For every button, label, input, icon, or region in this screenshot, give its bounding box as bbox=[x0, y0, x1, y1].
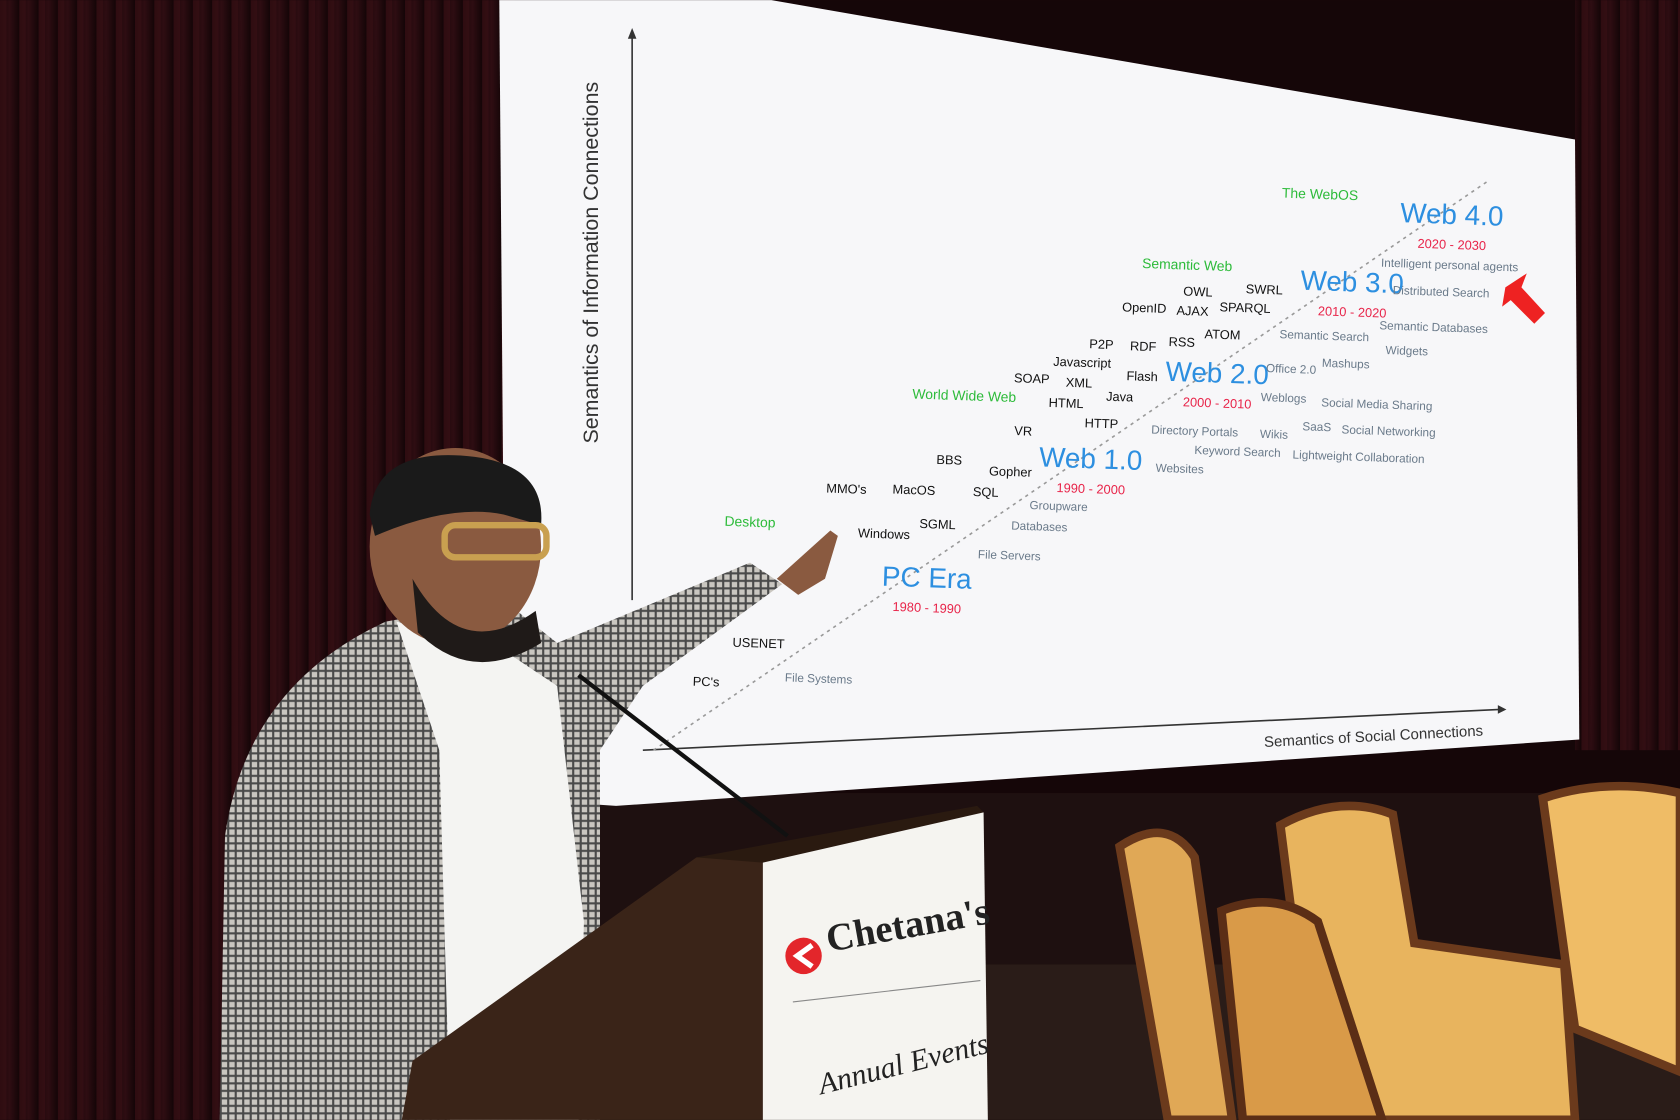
technology-label: P2P bbox=[1089, 336, 1114, 352]
application-label: Groupware bbox=[1029, 499, 1088, 514]
technology-label: Windows bbox=[858, 525, 911, 542]
technology-label: PC's bbox=[692, 674, 719, 690]
era-name: Web 1.0 bbox=[1039, 441, 1143, 476]
application-label: Wikis bbox=[1260, 428, 1289, 442]
arrow-head bbox=[1497, 705, 1507, 714]
technology-label: MMO's bbox=[826, 481, 867, 497]
era-name: Web 4.0 bbox=[1400, 197, 1504, 232]
application-label: Semantic Search bbox=[1279, 328, 1369, 344]
technology-label: OWL bbox=[1183, 284, 1213, 300]
technology-label: SOAP bbox=[1014, 370, 1050, 386]
application-label: Websites bbox=[1155, 462, 1204, 477]
technology-label: XML bbox=[1066, 375, 1093, 391]
application-label: Weblogs bbox=[1261, 391, 1307, 406]
hair bbox=[369, 455, 542, 536]
era-years: 2010 - 2020 bbox=[1318, 303, 1387, 320]
technology-label: ATOM bbox=[1204, 326, 1240, 342]
technology-label: OpenID bbox=[1122, 299, 1167, 316]
application-label: Lightweight Collaboration bbox=[1292, 448, 1424, 466]
glasses bbox=[441, 521, 550, 561]
arrow-head bbox=[627, 28, 637, 39]
technology-label: USENET bbox=[732, 635, 785, 652]
era-name: PC Era bbox=[881, 561, 972, 595]
technology-label: VR bbox=[1014, 423, 1032, 439]
technology-label: Javascript bbox=[1053, 354, 1112, 371]
application-label: Databases bbox=[1011, 519, 1068, 534]
application-label: Directory Portals bbox=[1151, 424, 1238, 440]
application-label: Keyword Search bbox=[1194, 444, 1281, 460]
application-label: Semantic Databases bbox=[1379, 319, 1488, 336]
chair bbox=[1538, 781, 1680, 1077]
technology-label: Gopher bbox=[989, 463, 1033, 480]
technology-label: MacOS bbox=[892, 482, 935, 498]
application-label: Office 2.0 bbox=[1266, 362, 1317, 377]
podium: Chetana's Annual Events bbox=[401, 805, 993, 1120]
slide bbox=[499, 0, 1580, 806]
divider bbox=[792, 980, 981, 1003]
slide-axes bbox=[627, 28, 1545, 751]
slide-content: Semantics of Information Connections Sem… bbox=[579, 82, 1518, 751]
application-label: Intelligent personal agents bbox=[1381, 257, 1519, 275]
technology-label: Flash bbox=[1126, 368, 1158, 384]
technology-label: SQL bbox=[973, 484, 999, 500]
podium-top bbox=[696, 805, 984, 863]
era-years: 1980 - 1990 bbox=[892, 599, 961, 616]
theme-label: The WebOS bbox=[1282, 185, 1359, 204]
era-years: 2020 - 2030 bbox=[1417, 236, 1486, 253]
era-years: 1990 - 2000 bbox=[1056, 480, 1125, 497]
podium-front bbox=[762, 812, 988, 1120]
application-label: Distributed Search bbox=[1392, 284, 1489, 300]
technology-label: Java bbox=[1106, 389, 1134, 405]
technology-label: HTTP bbox=[1084, 415, 1118, 431]
technology-label: RDF bbox=[1130, 338, 1157, 354]
technology-label: BBS bbox=[936, 452, 962, 468]
trend-line bbox=[653, 179, 1490, 751]
theme-label: World Wide Web bbox=[912, 385, 1017, 405]
beard bbox=[412, 578, 542, 663]
microphone bbox=[577, 673, 789, 838]
podium-side bbox=[401, 857, 763, 1120]
technology-label: HTML bbox=[1048, 395, 1083, 411]
application-label: Social Media Sharing bbox=[1321, 396, 1433, 413]
era-years: 2000 - 2010 bbox=[1183, 394, 1252, 411]
application-label: File Systems bbox=[785, 671, 853, 686]
technology-label: RSS bbox=[1168, 334, 1195, 350]
chairs bbox=[1114, 781, 1680, 1120]
brand-logo-mark bbox=[792, 942, 814, 969]
application-label: Widgets bbox=[1385, 344, 1428, 358]
application-label: Social Networking bbox=[1341, 423, 1436, 439]
technology-label: SWRL bbox=[1246, 281, 1284, 297]
era-name: Web 2.0 bbox=[1165, 356, 1269, 391]
application-label: File Servers bbox=[978, 548, 1041, 563]
x-axis bbox=[642, 708, 1501, 751]
technology-label: SPARQL bbox=[1219, 299, 1271, 316]
technology-label: SGML bbox=[919, 516, 956, 532]
hand bbox=[776, 530, 838, 595]
theme-label: Desktop bbox=[724, 513, 776, 531]
chair bbox=[1216, 898, 1387, 1120]
technology-label: AJAX bbox=[1176, 303, 1209, 319]
era-name: Web 3.0 bbox=[1300, 265, 1404, 300]
brand-logo bbox=[785, 937, 822, 975]
chair bbox=[1114, 828, 1237, 1120]
application-label: SaaS bbox=[1302, 420, 1331, 434]
theme-label: Semantic Web bbox=[1142, 255, 1233, 274]
application-label: Mashups bbox=[1322, 357, 1370, 372]
curtain bbox=[1575, 0, 1680, 751]
pointer-arrow bbox=[1502, 273, 1545, 324]
y-axis-label: Semantics of Information Connections bbox=[579, 82, 603, 444]
